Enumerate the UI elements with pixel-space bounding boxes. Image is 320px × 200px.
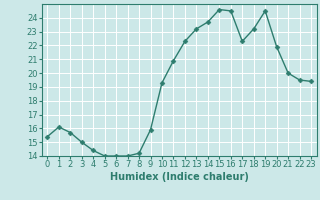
X-axis label: Humidex (Indice chaleur): Humidex (Indice chaleur)	[110, 172, 249, 182]
